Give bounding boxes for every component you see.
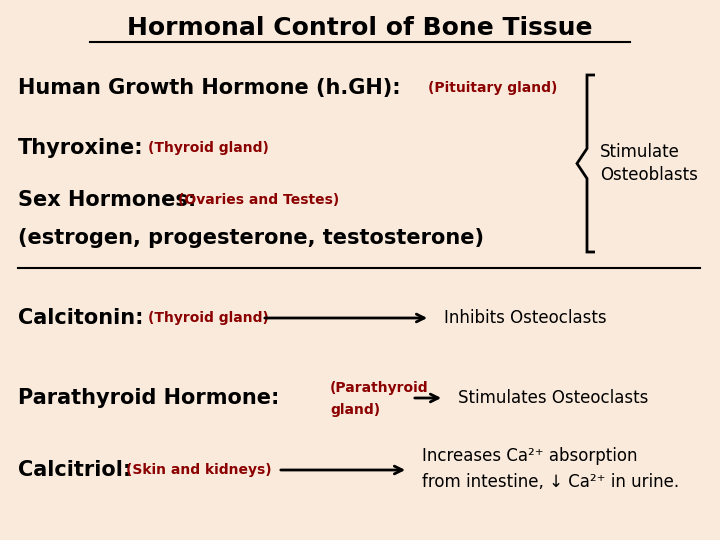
Text: Increases Ca²⁺ absorption: Increases Ca²⁺ absorption (422, 447, 637, 465)
Text: from intestine, ↓ Ca²⁺ in urine.: from intestine, ↓ Ca²⁺ in urine. (422, 473, 679, 491)
Text: Human Growth Hormone (h.GH):: Human Growth Hormone (h.GH): (18, 78, 400, 98)
Text: Stimulate
Osteoblasts: Stimulate Osteoblasts (600, 143, 698, 184)
Text: (Pituitary gland): (Pituitary gland) (428, 81, 557, 95)
Text: (Thyroid gland): (Thyroid gland) (148, 311, 269, 325)
Text: Thyroxine:: Thyroxine: (18, 138, 143, 158)
Text: Sex Hormones:: Sex Hormones: (18, 190, 197, 210)
Text: (Thyroid gland): (Thyroid gland) (148, 141, 269, 155)
Text: (Skin and kidneys): (Skin and kidneys) (126, 463, 271, 477)
Text: Calcitonin:: Calcitonin: (18, 308, 143, 328)
Text: Stimulates Osteoclasts: Stimulates Osteoclasts (458, 389, 649, 407)
Text: (Ovaries and Testes): (Ovaries and Testes) (178, 193, 339, 207)
Text: gland): gland) (330, 403, 380, 417)
Text: Parathyroid Hormone:: Parathyroid Hormone: (18, 388, 279, 408)
Text: (estrogen, progesterone, testosterone): (estrogen, progesterone, testosterone) (18, 228, 484, 248)
Text: (Parathyroid: (Parathyroid (330, 381, 428, 395)
Text: Hormonal Control of Bone Tissue: Hormonal Control of Bone Tissue (127, 16, 593, 40)
Text: Inhibits Osteoclasts: Inhibits Osteoclasts (444, 309, 607, 327)
Text: Calcitriol:: Calcitriol: (18, 460, 131, 480)
